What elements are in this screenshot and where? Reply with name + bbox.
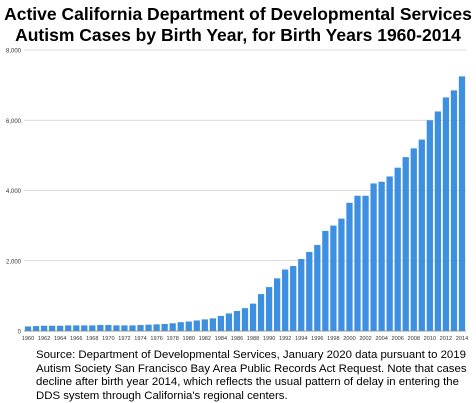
x-tick-label: 2008 xyxy=(408,336,420,342)
chart-title: Active California Department of Developm… xyxy=(0,4,476,46)
y-tick-label: 6,000 xyxy=(6,119,22,125)
bar-1974 xyxy=(137,325,144,331)
x-tick-label: 1980 xyxy=(183,336,195,342)
bar-2014 xyxy=(458,76,466,331)
bar-1990 xyxy=(265,287,273,331)
bar-1960 xyxy=(24,326,32,331)
x-tick-label: 1976 xyxy=(150,336,162,342)
bar-1971 xyxy=(113,325,120,331)
x-tick-label: 1960 xyxy=(22,336,34,342)
bar-1968 xyxy=(89,325,96,331)
bar-1965 xyxy=(65,325,72,331)
x-tick-label: 2012 xyxy=(440,336,452,342)
bar-1977 xyxy=(161,323,168,331)
bar-1964 xyxy=(57,325,64,331)
x-tick-label: 1972 xyxy=(118,336,130,342)
bar-1991 xyxy=(274,278,281,331)
bar-2004 xyxy=(378,181,385,331)
bar-1978 xyxy=(169,323,176,331)
bar-1982 xyxy=(201,319,208,331)
chart-title-line-2: Autism Cases by Birth Year, for Birth Ye… xyxy=(15,25,461,45)
bar-2006 xyxy=(394,167,401,331)
y-tick-label: 8,000 xyxy=(6,49,22,55)
bar-1981 xyxy=(193,320,200,331)
x-tick-label: 1974 xyxy=(134,336,146,342)
x-tick-label: 1966 xyxy=(70,336,82,342)
bar-1976 xyxy=(153,324,160,331)
x-tick-label: 1990 xyxy=(263,336,275,342)
bar-1996 xyxy=(314,244,321,331)
bar-2009 xyxy=(418,139,425,331)
x-tick-label: 2000 xyxy=(343,336,355,342)
bar-1975 xyxy=(145,324,152,331)
bar-2003 xyxy=(370,183,377,331)
bar-1973 xyxy=(129,325,136,331)
x-tick-label: 1982 xyxy=(199,336,211,342)
bar-1970 xyxy=(105,325,112,331)
y-axis: 0 2,000 4,000 6,000 8,000 xyxy=(6,49,22,336)
bar-1998 xyxy=(330,225,337,331)
bar-1966 xyxy=(73,325,80,331)
x-tick-label: 2010 xyxy=(424,336,436,342)
x-tick-label: 1986 xyxy=(231,336,243,342)
bar-2010 xyxy=(426,120,433,331)
bar-1962 xyxy=(40,325,48,331)
x-tick-label: 2002 xyxy=(359,336,371,342)
bar-1972 xyxy=(121,325,128,331)
y-tick-label: 2,000 xyxy=(6,259,22,265)
x-tick-label: 1978 xyxy=(166,336,178,342)
bar-2007 xyxy=(402,157,409,331)
bar-1980 xyxy=(185,321,192,331)
y-tick-label: 0 xyxy=(18,330,22,336)
x-tick-label: 1992 xyxy=(279,336,291,342)
x-tick-label: 1998 xyxy=(327,336,339,342)
x-tick-label: 2004 xyxy=(375,336,387,342)
bar-2011 xyxy=(434,111,442,331)
bar-1989 xyxy=(257,294,265,331)
x-tick-label: 1988 xyxy=(247,336,259,342)
bar-1967 xyxy=(81,325,88,331)
bar-1994 xyxy=(298,258,305,331)
bar-1961 xyxy=(32,326,40,331)
bars xyxy=(24,76,466,331)
bar-2013 xyxy=(450,90,458,331)
x-tick-label: 1984 xyxy=(215,336,227,342)
bar-1987 xyxy=(241,308,249,331)
bar-1993 xyxy=(290,266,297,331)
bar-2008 xyxy=(410,148,417,331)
x-tick-label: 2006 xyxy=(391,336,403,342)
bar-1985 xyxy=(225,313,233,331)
x-tick-label: 1970 xyxy=(102,336,114,342)
bar-1969 xyxy=(97,325,104,331)
x-tick-label: 1968 xyxy=(86,336,98,342)
bar-1979 xyxy=(177,322,184,331)
bar-2012 xyxy=(442,97,450,331)
bar-2000 xyxy=(346,202,353,331)
x-tick-label: 2014 xyxy=(456,336,468,342)
chart-title-line-1: Active California Department of Developm… xyxy=(4,4,472,24)
source-note: Source: Department of Developmental Serv… xyxy=(36,349,467,402)
x-tick-label: 1994 xyxy=(295,336,307,342)
bar-2002 xyxy=(362,195,369,331)
bar-1992 xyxy=(282,269,289,331)
bar-1983 xyxy=(209,318,216,331)
x-axis: 1960 1962 1964 1966 1968 1970 1972 1974 1976 1978… xyxy=(22,330,468,342)
x-tick-label: 1962 xyxy=(38,336,50,342)
bar-1997 xyxy=(322,230,329,331)
bar-1999 xyxy=(338,218,345,331)
x-tick-label: 1996 xyxy=(311,336,323,342)
y-tick-label: 4,000 xyxy=(6,189,22,195)
bar-2005 xyxy=(386,176,393,331)
bar-1988 xyxy=(249,303,257,331)
x-tick-label: 1964 xyxy=(54,336,66,342)
bar-1984 xyxy=(217,315,225,331)
bar-1963 xyxy=(48,325,56,331)
bar-1986 xyxy=(233,310,241,331)
bar-2001 xyxy=(354,195,361,331)
bar-1995 xyxy=(306,251,313,331)
